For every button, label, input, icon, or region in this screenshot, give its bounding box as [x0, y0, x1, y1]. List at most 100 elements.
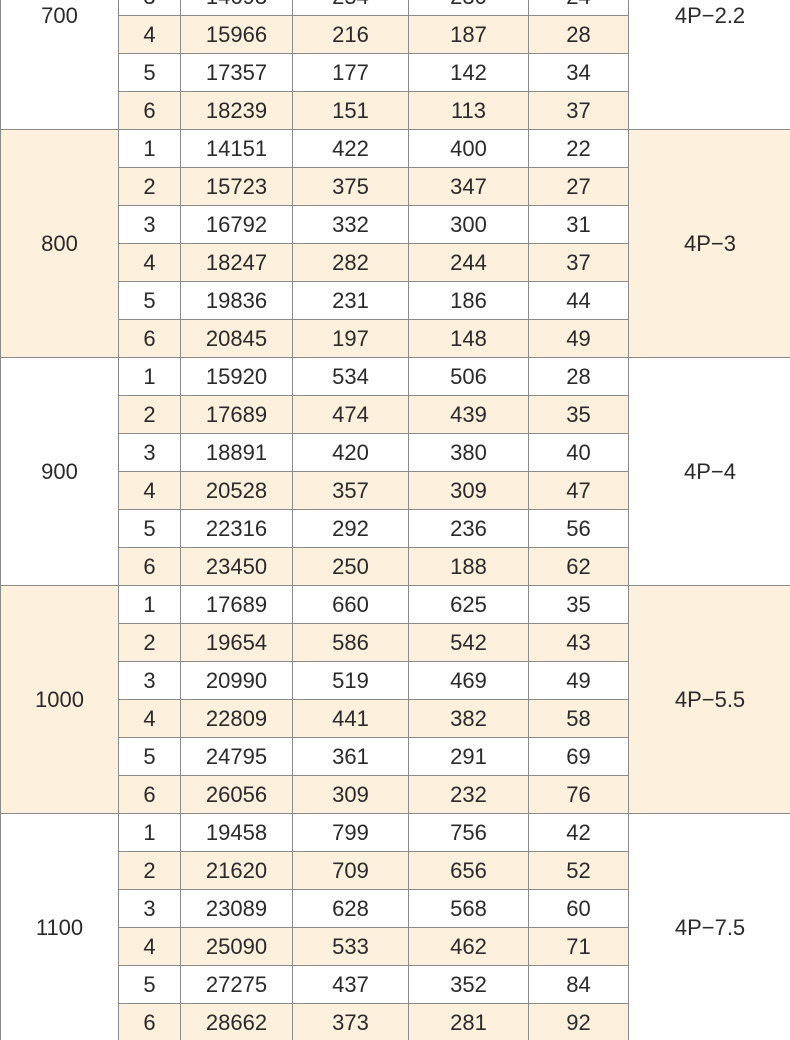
data-cell: 49 [528, 319, 629, 358]
data-cell: 709 [292, 851, 409, 890]
table-row: 6 28662 373 281 92 [1, 1003, 790, 1040]
table-row: 4 20528 357 309 47 [1, 471, 790, 510]
data-cell: 35 [528, 395, 629, 434]
data-cell: 439 [408, 395, 529, 434]
data-cell: 656 [408, 851, 529, 890]
data-cell: 14151 [180, 129, 293, 168]
data-cell: 422 [292, 129, 409, 168]
data-cell: 347 [408, 167, 529, 206]
data-cell: 43 [528, 623, 629, 662]
data-cell: 469 [408, 661, 529, 700]
data-cell: 625 [408, 585, 529, 624]
data-cell: 21620 [180, 851, 293, 890]
data-cell: 236 [408, 509, 529, 548]
table-row: 6 18239 151 113 37 [1, 91, 790, 130]
data-cell: 35 [528, 585, 629, 624]
data-cell: 19836 [180, 281, 293, 320]
data-cell: 84 [528, 965, 629, 1004]
data-cell: 437 [292, 965, 409, 1004]
data-cell: 58 [528, 699, 629, 738]
data-cell: 4 [118, 699, 181, 738]
model-cell: 4P−5.5 [628, 585, 790, 814]
data-cell: 4 [118, 243, 181, 282]
table-row: 800 1 14151 422 400 22 4P−3 [0, 129, 790, 358]
data-cell: 5 [118, 737, 181, 776]
data-cell: 92 [528, 1003, 629, 1040]
table-row: 4 22809 441 382 58 [1, 699, 790, 738]
data-cell: 188 [408, 547, 529, 586]
data-cell: 1 [118, 129, 181, 168]
data-cell: 282 [292, 243, 409, 282]
data-cell: 52 [528, 851, 629, 890]
data-cell: 15920 [180, 357, 293, 396]
data-cell: 2 [118, 623, 181, 662]
table-row: 5 27275 437 352 84 [1, 965, 790, 1004]
table-row: 3 23089 628 568 60 [1, 889, 790, 928]
model-cell: 4P−4 [628, 357, 790, 586]
table-row: 1000 1 17689 660 625 35 4P−5.5 [0, 585, 790, 814]
table-row: 3 20990 519 469 49 [1, 661, 790, 700]
data-cell: 2 [118, 395, 181, 434]
data-cell: 4 [118, 15, 181, 54]
data-cell: 6 [118, 547, 181, 586]
data-cell: 6 [118, 775, 181, 814]
data-cell: 27 [528, 167, 629, 206]
data-cell: 441 [292, 699, 409, 738]
data-cell: 148 [408, 319, 529, 358]
data-cell: 533 [292, 927, 409, 966]
data-cell: 1 [118, 357, 181, 396]
data-cell: 2 [118, 851, 181, 890]
data-cell: 352 [408, 965, 529, 1004]
data-cell: 474 [292, 395, 409, 434]
data-cell: 15723 [180, 167, 293, 206]
table-row: 4 15966 216 187 28 [1, 15, 790, 54]
data-cell: 17689 [180, 585, 293, 624]
data-cell: 37 [528, 91, 629, 130]
data-cell: 628 [292, 889, 409, 928]
table-row: 900 1 15920 534 506 28 4P−4 [0, 357, 790, 586]
size-cell: 800 [0, 129, 119, 358]
data-cell: 19458 [180, 813, 293, 852]
table-row: 5 24795 361 291 69 [1, 737, 790, 776]
data-cell: 382 [408, 699, 529, 738]
data-cell: 6 [118, 91, 181, 130]
table-row: 2 21620 709 656 52 [1, 851, 790, 890]
data-cell: 20528 [180, 471, 293, 510]
data-cell: 71 [528, 927, 629, 966]
data-cell: 462 [408, 927, 529, 966]
table-row: 5 19836 231 186 44 [1, 281, 790, 320]
data-cell: 586 [292, 623, 409, 662]
data-cell: 361 [292, 737, 409, 776]
data-cell: 291 [408, 737, 529, 776]
data-cell: 28 [528, 357, 629, 396]
data-cell: 300 [408, 205, 529, 244]
data-cell: 799 [292, 813, 409, 852]
data-cell: 216 [292, 15, 409, 54]
data-cell: 519 [292, 661, 409, 700]
data-cell: 3 [118, 433, 181, 472]
data-cell: 332 [292, 205, 409, 244]
data-cell: 534 [292, 357, 409, 396]
data-cell: 17357 [180, 53, 293, 92]
data-cell: 1 [118, 813, 181, 852]
data-cell: 357 [292, 471, 409, 510]
data-cell: 5 [118, 53, 181, 92]
data-cell: 34 [528, 53, 629, 92]
data-cell: 18247 [180, 243, 293, 282]
data-cell: 17689 [180, 395, 293, 434]
data-cell: 254 [292, 0, 409, 16]
table-row: 5 22316 292 236 56 [1, 509, 790, 548]
data-cell: 18239 [180, 91, 293, 130]
size-cell: 1100 [0, 813, 119, 1040]
data-cell: 14693 [180, 0, 293, 16]
data-cell: 49 [528, 661, 629, 700]
data-cell: 20990 [180, 661, 293, 700]
data-cell: 281 [408, 1003, 529, 1040]
data-cell: 15966 [180, 15, 293, 54]
data-cell: 660 [292, 585, 409, 624]
data-cell: 186 [408, 281, 529, 320]
data-cell: 22 [528, 129, 629, 168]
table-row: 2 17689 474 439 35 [1, 395, 790, 434]
